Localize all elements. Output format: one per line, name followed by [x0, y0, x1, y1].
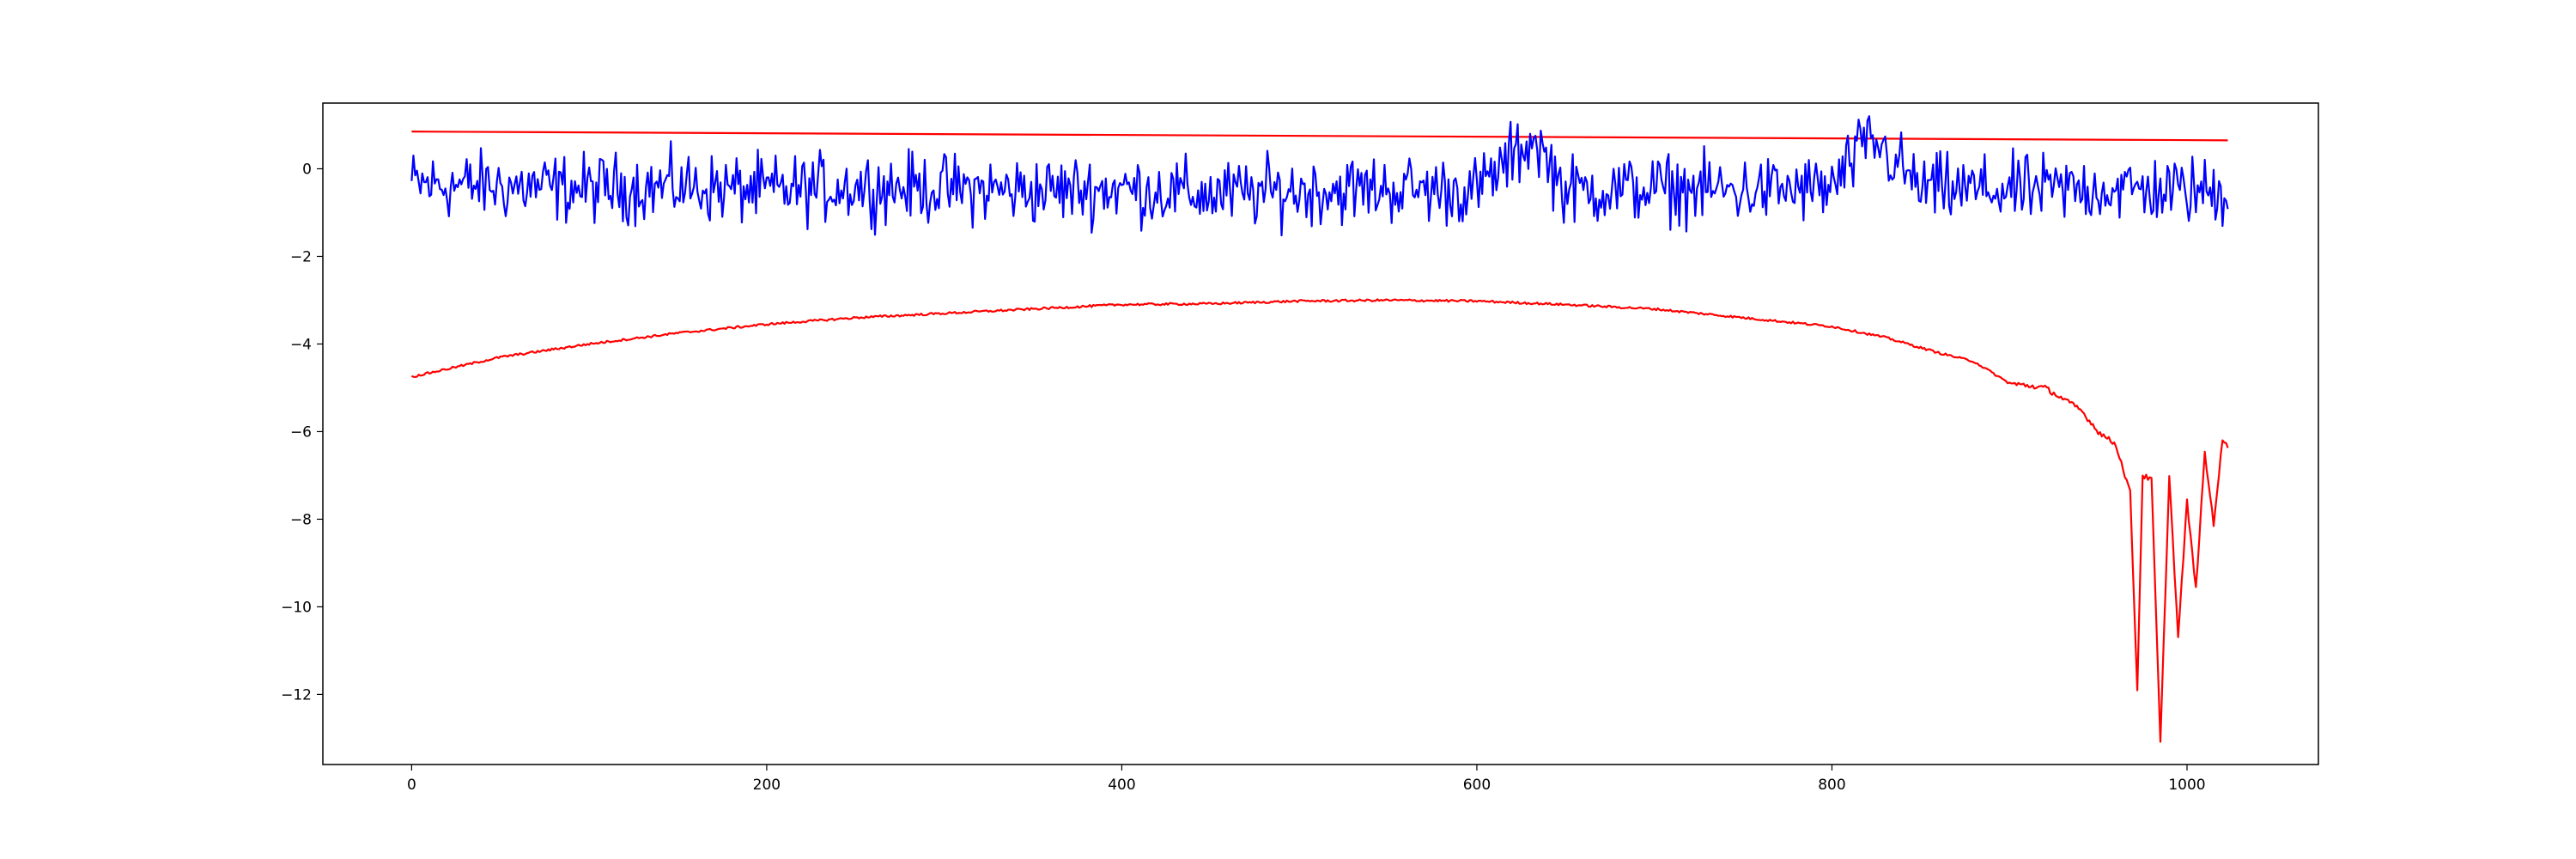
- x-tick-label: 800: [1818, 777, 1845, 794]
- series-line-noisy: [410, 115, 2229, 237]
- y-tick-label: −10: [281, 599, 312, 616]
- y-tick-label: −2: [290, 248, 312, 265]
- x-tick-label: 200: [753, 777, 781, 794]
- plot-frame: [322, 102, 2319, 765]
- series-line-lower: [410, 298, 2229, 743]
- x-tick-label: 1000: [2168, 777, 2205, 794]
- y-axis: 0 −2 −4 −6 −8 −10 −12: [281, 161, 323, 704]
- x-tick-label: 600: [1463, 777, 1491, 794]
- x-tick-label: 0: [407, 777, 416, 794]
- y-tick-label: 0: [302, 161, 312, 178]
- y-tick-label: −4: [290, 336, 312, 353]
- y-tick-label: −12: [281, 686, 312, 704]
- series-line-upper: [411, 131, 2228, 142]
- plot-lines: [410, 115, 2229, 743]
- y-tick-label: −8: [290, 511, 312, 528]
- y-tick-label: −6: [290, 423, 312, 441]
- x-axis: 0 200 400 600 800 1000: [407, 765, 2206, 794]
- x-tick-label: 400: [1108, 777, 1135, 794]
